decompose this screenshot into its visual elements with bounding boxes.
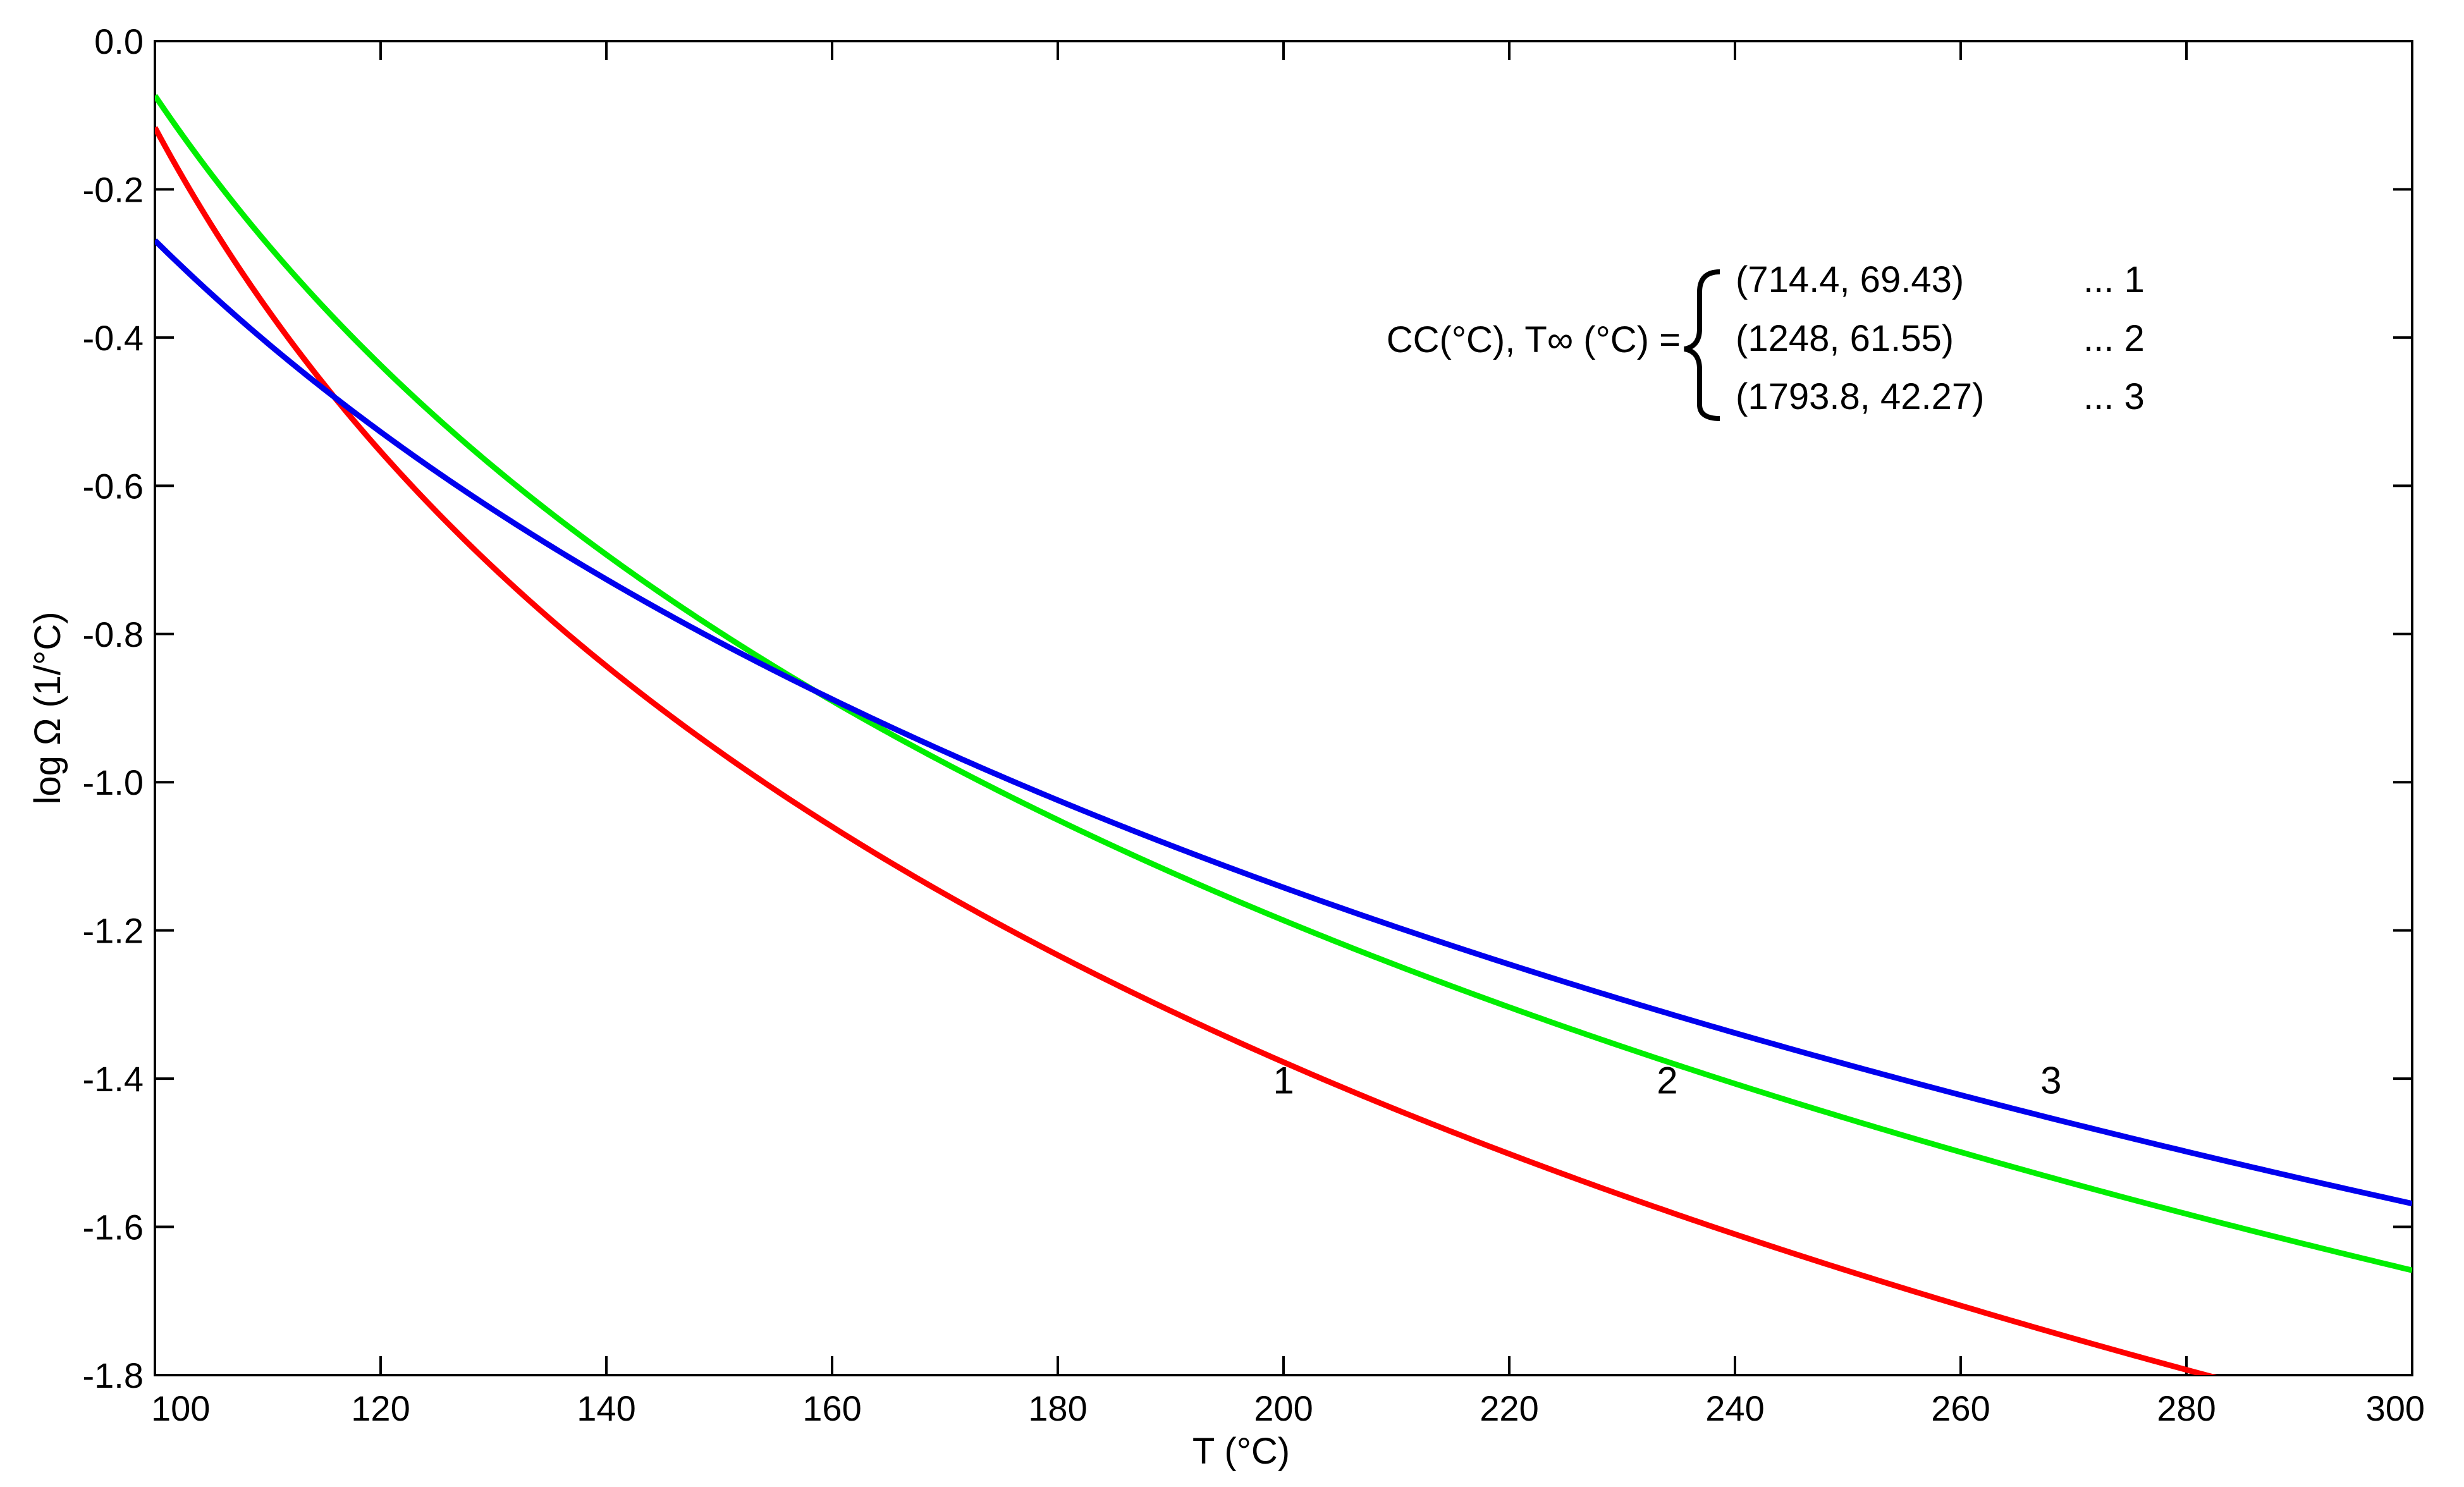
y-axis-title: log Ω (1/°C) bbox=[27, 611, 68, 804]
legend-entry-1-params: (714.4, 69.43) bbox=[1736, 259, 1964, 300]
x-tick-labels: 100 120 140 160 180 200 220 240 260 280 300 bbox=[151, 1388, 2425, 1428]
series-3-label: 3 bbox=[2040, 1060, 2061, 1102]
x-tick-label: 160 bbox=[802, 1388, 861, 1428]
x-tick-label: 300 bbox=[2366, 1388, 2425, 1428]
series-curves bbox=[155, 94, 2412, 1375]
y-tick-label: -0.6 bbox=[83, 466, 144, 506]
legend-entry-3-tag: ... 3 bbox=[2083, 376, 2145, 417]
series-1-line bbox=[155, 126, 2217, 1375]
x-axis-title: T (°C) bbox=[1192, 1431, 1290, 1472]
y-tick-label: -0.2 bbox=[83, 169, 144, 209]
legend-entry-2-tag: ... 2 bbox=[2083, 318, 2145, 359]
x-tick-label: 200 bbox=[1254, 1388, 1313, 1428]
x-tick-label: 180 bbox=[1028, 1388, 1087, 1428]
x-tick-label: 100 bbox=[151, 1388, 210, 1428]
plot-frame bbox=[154, 40, 2413, 1376]
x-tick-label: 140 bbox=[577, 1388, 635, 1428]
y-tick-labels: 0.0 -0.2 -0.4 -0.6 -0.8 -1.0 -1.2 -1.4 -1.6 -1.8 bbox=[83, 21, 144, 1395]
legend-entry-3-params: (1793.8, 42.27) bbox=[1736, 376, 1984, 417]
series-1-label: 1 bbox=[1273, 1060, 1294, 1102]
y-tick-label: -0.4 bbox=[83, 318, 144, 358]
series-labels: 1 2 3 bbox=[1273, 1060, 2061, 1102]
x-tick-label: 220 bbox=[1480, 1388, 1538, 1428]
series-3-line bbox=[155, 238, 2412, 1207]
legend-prefix: CC(°C), T∞ (°C) = bbox=[1387, 319, 1681, 360]
y-tick-label: -1.4 bbox=[83, 1059, 144, 1099]
legend-entry-1-tag: ... 1 bbox=[2083, 259, 2145, 300]
y-tick-label: -0.8 bbox=[83, 615, 144, 654]
x-tick-label: 280 bbox=[2157, 1388, 2216, 1428]
y-tick-label: -1.6 bbox=[83, 1208, 144, 1247]
tick-marks bbox=[154, 40, 2413, 1376]
y-tick-label: -1.8 bbox=[83, 1355, 144, 1395]
x-tick-label: 240 bbox=[1705, 1388, 1764, 1428]
series-2-line bbox=[155, 94, 2412, 1273]
x-tick-label: 120 bbox=[351, 1388, 410, 1428]
y-tick-label: -1.2 bbox=[83, 911, 144, 951]
legend: CC(°C), T∞ (°C) = (714.4, 69.43) ... 1 (… bbox=[1387, 259, 2145, 421]
x-tick-label: 260 bbox=[1931, 1388, 1990, 1428]
legend-entry-2-params: (1248, 61.55) bbox=[1736, 318, 1954, 359]
y-tick-label: 0.0 bbox=[94, 21, 144, 61]
series-2-label: 2 bbox=[1657, 1060, 1677, 1102]
y-tick-label: -1.0 bbox=[83, 762, 144, 802]
legend-brace bbox=[1684, 269, 1720, 421]
